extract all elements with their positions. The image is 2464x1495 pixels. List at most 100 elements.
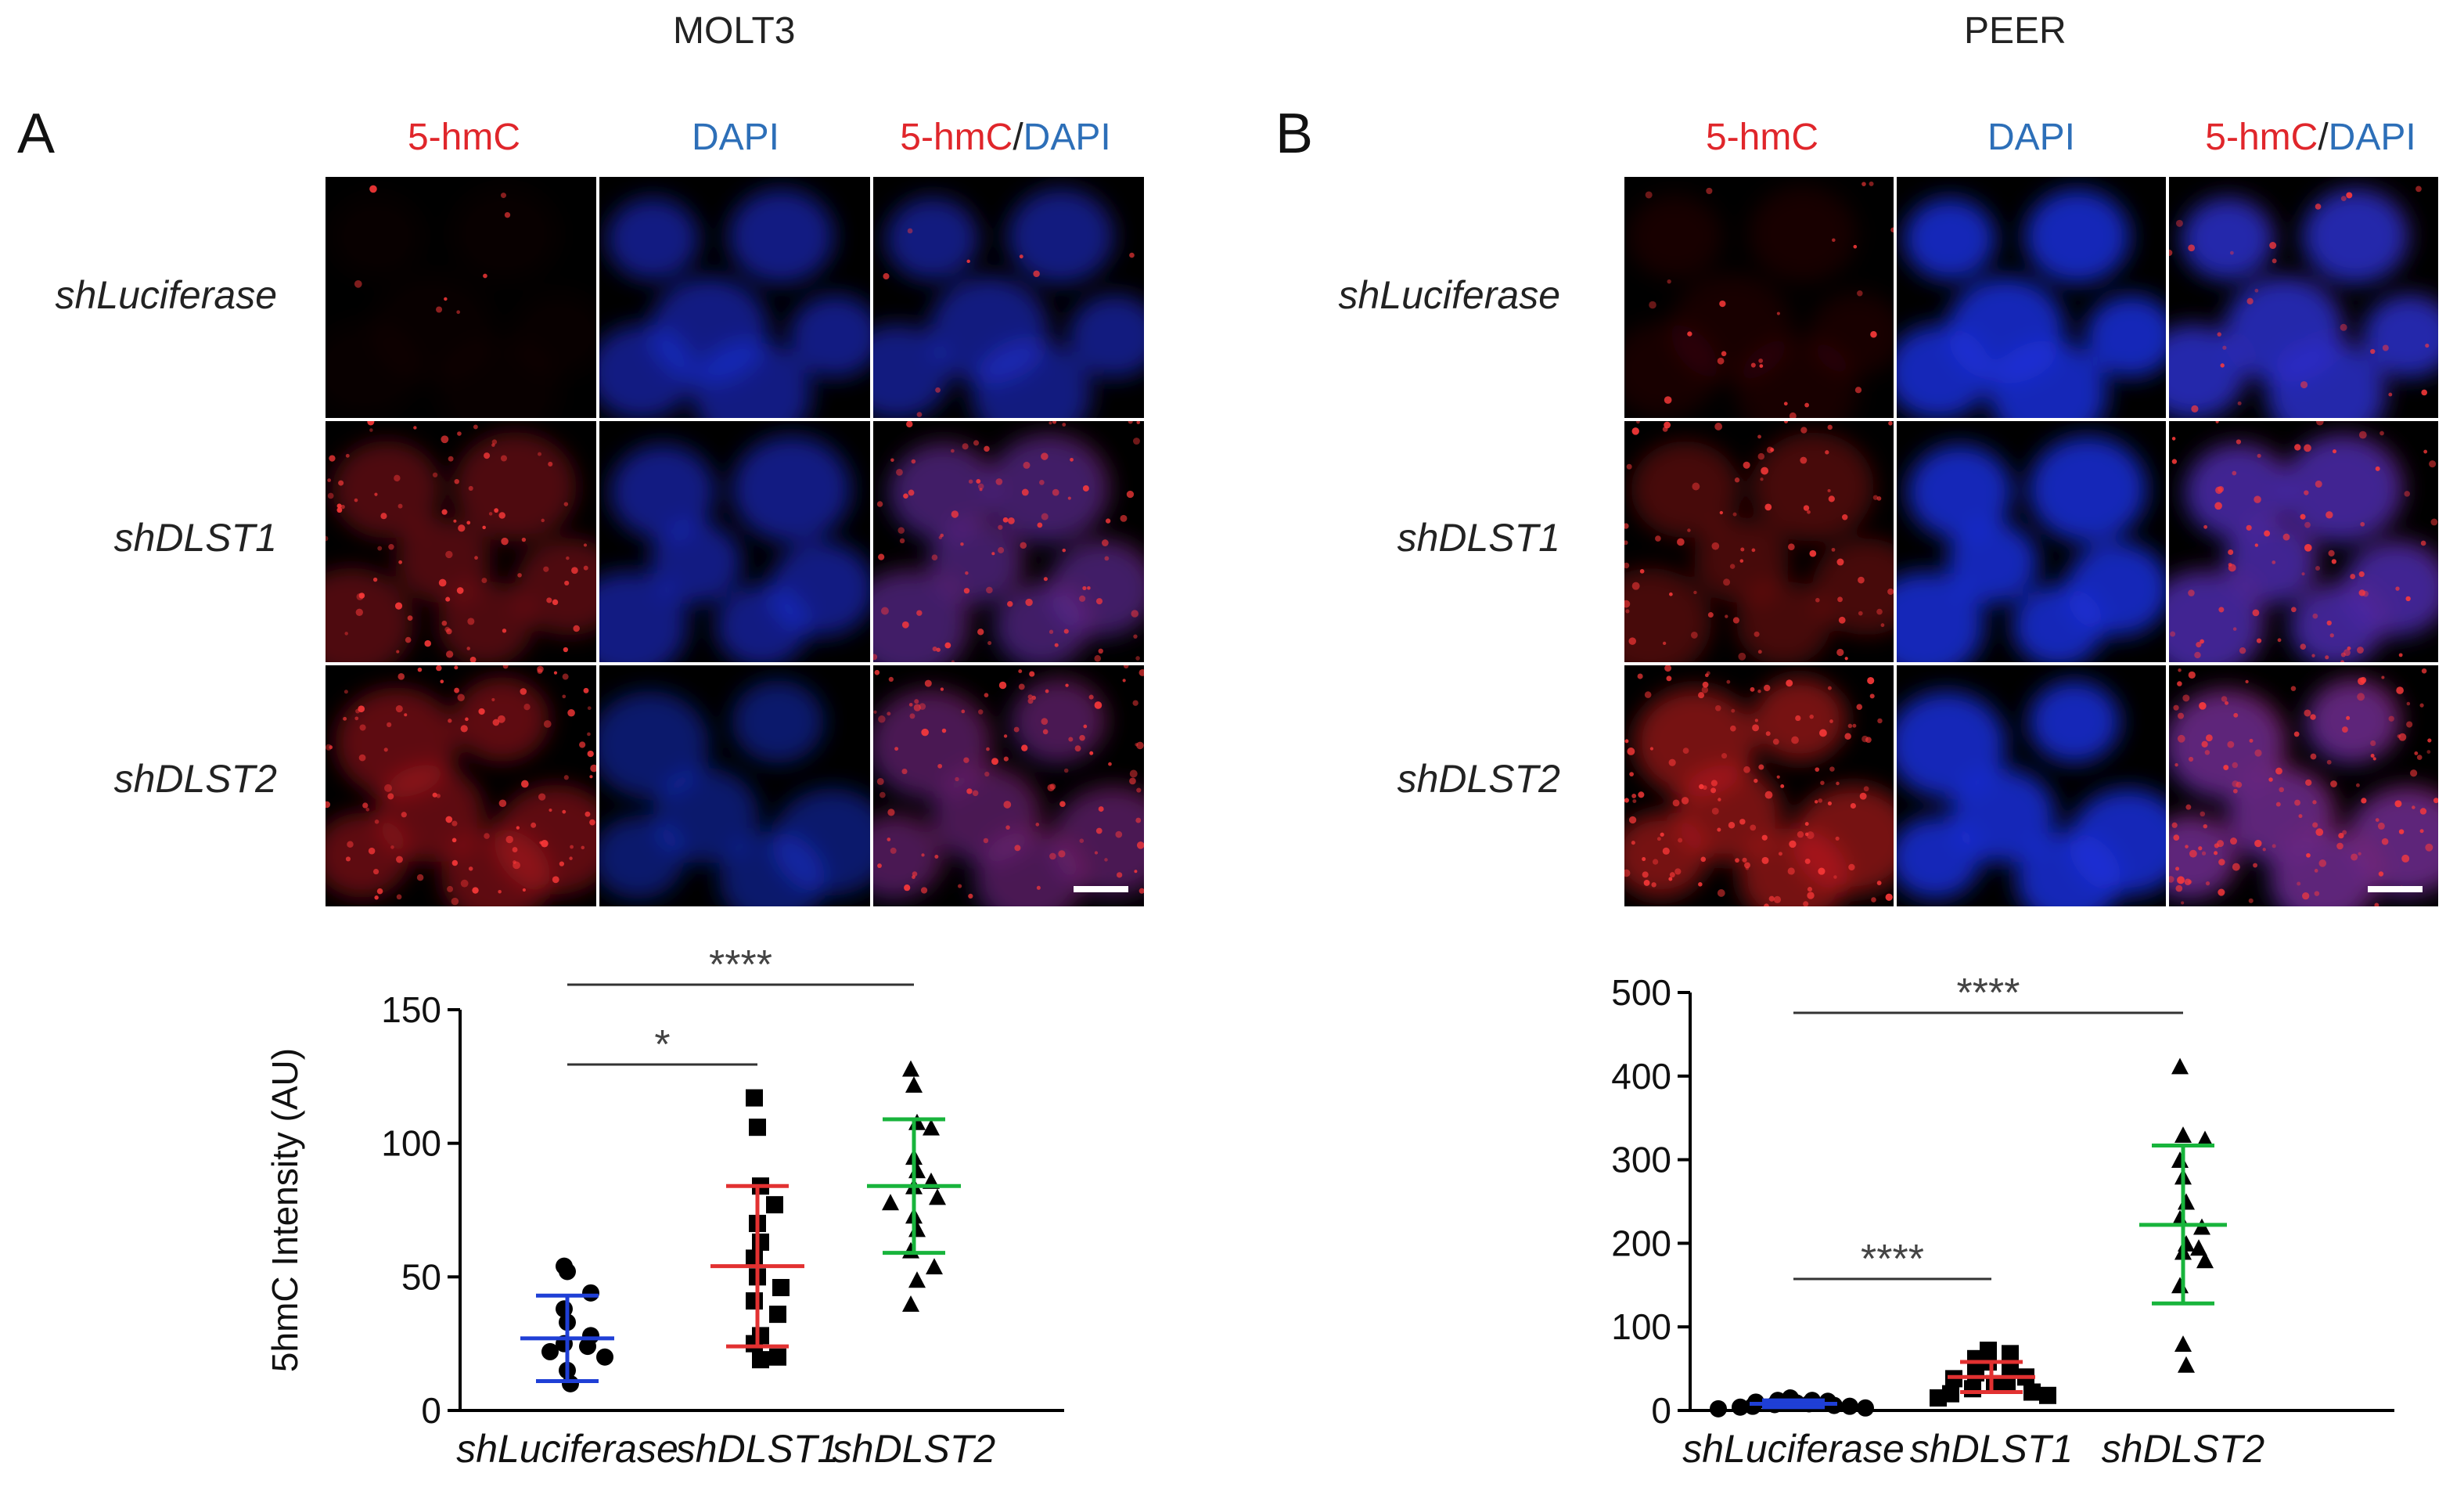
data-point-shDLST1: [746, 1089, 763, 1107]
significance-label: ****: [709, 942, 772, 988]
scatter-chart-b: 0 100 200 300 400 500 shLuciferase shDLST1 shDLS…: [1611, 971, 2394, 1471]
scatter-chart-a: 0 50 100 150 5hmC Intensity (AU) shLuciferase…: [264, 942, 1064, 1471]
data-point-shDLST2: [905, 1076, 923, 1093]
column-header-merge-a: 5-hmC/DAPI: [869, 116, 1142, 159]
data-point-shDLST1: [746, 1292, 763, 1310]
micrograph-0-0-1: [599, 177, 870, 418]
data-point-shDLST1: [769, 1348, 786, 1366]
data-point-shLuciferase: [1857, 1399, 1874, 1417]
data-point-shDLST2: [908, 1271, 926, 1288]
data-point-shLuciferase: [579, 1338, 596, 1356]
data-point-shDLST1: [2002, 1345, 2019, 1363]
micrograph-1-1-0: [1624, 421, 1894, 662]
data-point-shDLST1: [1964, 1380, 1981, 1398]
micrograph-1-2-0: [1624, 665, 1894, 906]
micrograph-0-0-0: [326, 177, 596, 418]
data-point-shLuciferase: [562, 1374, 579, 1392]
data-point-shDLST1: [2039, 1386, 2056, 1404]
data-point-shDLST1: [766, 1196, 783, 1214]
panel-letter-b: B: [1275, 103, 1314, 165]
data-point-shDLST2: [902, 1241, 919, 1259]
data-point-shDLST1: [772, 1278, 790, 1296]
column-header-5hmc-b: 5-hmC: [1705, 117, 1819, 158]
data-point-shDLST2: [2171, 1151, 2189, 1169]
row-label-a-0: shLuciferase: [55, 273, 278, 317]
data-point-shDLST2: [2178, 1193, 2195, 1210]
data-point-shDLST2: [902, 1295, 919, 1312]
micrograph-0-2-2: [873, 665, 1144, 906]
row-label-a-2: shDLST2: [113, 757, 277, 801]
merge-label-5hmc: 5-hmC: [2205, 117, 2318, 158]
cell-line-title-b: PEER: [1964, 10, 2067, 52]
significance-label: *: [654, 1022, 670, 1068]
data-point-shDLST1: [1930, 1389, 1947, 1407]
data-point-shLuciferase: [559, 1263, 576, 1281]
micrograph-1-0-0: [1624, 177, 1894, 418]
x-tick-label: shDLST2: [2102, 1427, 2265, 1471]
data-point-shLuciferase: [596, 1348, 613, 1366]
y-tick-label: 50: [401, 1256, 441, 1297]
data-point-shDLST1: [1998, 1376, 2016, 1394]
y-tick-label: 300: [1611, 1140, 1671, 1180]
merge-label-dapi: DAPI: [1023, 117, 1111, 158]
data-point-shLuciferase: [1841, 1397, 1858, 1415]
column-header-dapi-a: DAPI: [691, 117, 780, 158]
row-label-b-2: shDLST2: [1397, 757, 1560, 801]
micrograph-0-1-2: [873, 421, 1144, 662]
y-tick-label: 100: [381, 1123, 441, 1164]
y-tick-label: 500: [1611, 972, 1671, 1013]
data-point-shLuciferase: [1710, 1400, 1727, 1418]
data-point-shDLST2: [2196, 1252, 2214, 1269]
data-point-shLuciferase: [582, 1284, 599, 1302]
significance-label: ****: [1861, 1237, 1924, 1282]
micrograph-1-2-1: [1897, 665, 2166, 906]
data-point-shDLST2: [926, 1258, 943, 1275]
y-tick-label: 200: [1611, 1223, 1671, 1263]
merge-label-separator: /: [1013, 117, 1023, 158]
micrograph-0-1-0: [326, 421, 596, 662]
y-tick-label: 100: [1611, 1306, 1671, 1347]
data-point-shDLST1: [746, 1335, 763, 1353]
y-tick-label: 400: [1611, 1056, 1671, 1097]
x-tick-label: shDLST1: [1910, 1427, 2073, 1471]
micrograph-1-2-2: [2169, 665, 2438, 906]
y-tick-label: 150: [381, 989, 441, 1030]
data-point-shDLST2: [2174, 1335, 2192, 1353]
data-point-shLuciferase: [541, 1342, 559, 1360]
micrograph-1-1-1: [1897, 421, 2166, 662]
data-point-shDLST2: [2196, 1130, 2214, 1147]
column-header-dapi-b: DAPI: [1987, 117, 2076, 158]
data-point-shDLST2: [923, 1119, 940, 1136]
x-tick-label: shLuciferase: [456, 1427, 678, 1471]
micrograph-1-0-2: [2169, 177, 2438, 418]
x-tick-label: shDLST2: [833, 1427, 996, 1471]
significance-label: ****: [1957, 971, 2020, 1016]
merge-label-separator: /: [2318, 117, 2329, 158]
column-header-5hmc-a: 5-hmC: [407, 117, 521, 158]
data-point-shDLST1: [749, 1119, 766, 1137]
row-label-b-0: shLuciferase: [1338, 273, 1561, 317]
data-point-shDLST2: [2178, 1356, 2195, 1373]
data-point-shDLST2: [929, 1188, 946, 1205]
data-point-shDLST2: [882, 1194, 899, 1211]
data-point-shDLST2: [902, 1060, 919, 1077]
data-point-shDLST1: [746, 1249, 763, 1267]
micrograph-0-2-0: [326, 665, 596, 906]
row-label-a-1: shDLST1: [113, 516, 277, 560]
micrograph-0-2-1: [599, 665, 870, 906]
cell-line-title-a: MOLT3: [673, 10, 796, 52]
micrograph-0-0-2: [873, 177, 1144, 418]
y-axis-label: 5hmC Intensity (AU): [264, 1048, 305, 1372]
micrograph-1-0-1: [1897, 177, 2166, 418]
panel-letter-a: A: [17, 103, 56, 165]
x-tick-label: shDLST1: [676, 1427, 839, 1471]
y-tick-label: 0: [1651, 1390, 1671, 1431]
data-point-shDLST1: [2023, 1383, 2041, 1401]
data-point-shDLST1: [2002, 1360, 2019, 1378]
row-label-b-1: shDLST1: [1397, 516, 1560, 560]
data-point-shDLST1: [752, 1233, 769, 1251]
micrograph-1-1-2: [2169, 421, 2438, 662]
data-point-shDLST2: [2171, 1057, 2189, 1075]
data-point-shDLST2: [2174, 1126, 2192, 1144]
merge-label-5hmc: 5-hmC: [900, 117, 1013, 158]
